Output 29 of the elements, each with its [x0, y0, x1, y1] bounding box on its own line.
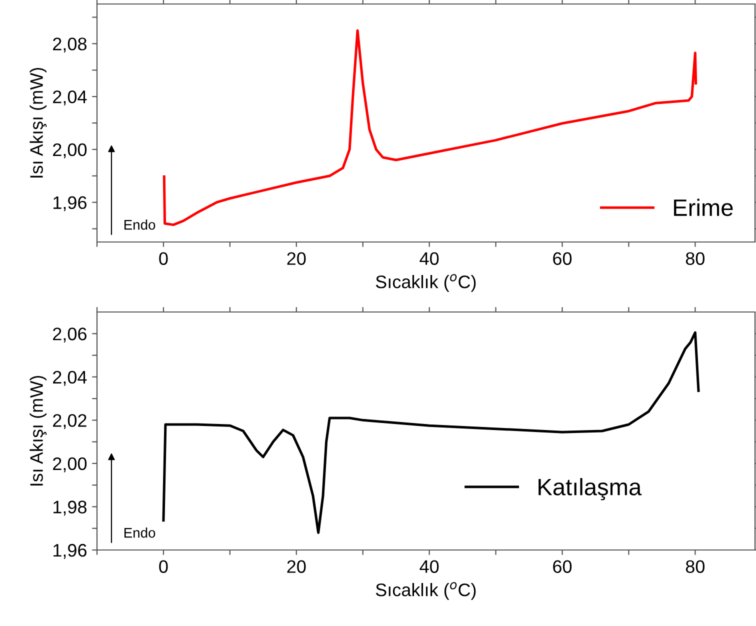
x-tick-label: 60	[553, 560, 572, 573]
annotation: Endo	[124, 220, 156, 230]
x-tick-label: 20	[287, 252, 306, 265]
legend-label: Erime	[674, 198, 733, 216]
x-tick-label: 80	[686, 560, 705, 573]
legend-label: Katılaşma	[538, 478, 642, 500]
line-series	[162, 331, 700, 534]
y-tick-label: 1,96	[54, 196, 86, 212]
y-tick-label: 2,00	[53, 457, 87, 472]
y-tick-label: 2,00	[53, 143, 87, 158]
y-tick-label: 2,04	[53, 90, 87, 106]
y-axis-title: Isı Akışı (mW)	[30, 376, 47, 486]
y-tick-label: 1,98	[54, 500, 86, 516]
y-tick-label: 2,06	[53, 328, 86, 342]
y-tick-label: 2,04	[53, 370, 87, 386]
x-tick-label: 60	[553, 252, 572, 265]
x-axis-title: Sıcaklık ($^{o}$C)	[376, 274, 476, 292]
x-tick-label: 40	[420, 560, 439, 573]
annotation: Endo	[124, 528, 156, 538]
x-axis-title: Sıcaklık ($^{o}$C)	[376, 582, 476, 600]
y-tick-label: 1,96	[54, 544, 86, 559]
x-tick-label: 20	[287, 560, 306, 573]
x-tick-label: 40	[420, 252, 439, 265]
x-tick-label: 0	[159, 560, 168, 573]
y-tick-label: 2,08	[53, 38, 86, 53]
y-tick-label: 2,02	[53, 414, 86, 430]
x-tick-label: 80	[686, 252, 705, 265]
y-axis-title: Isı Akışı (mW)	[30, 68, 47, 178]
x-tick-label: 0	[159, 252, 168, 265]
